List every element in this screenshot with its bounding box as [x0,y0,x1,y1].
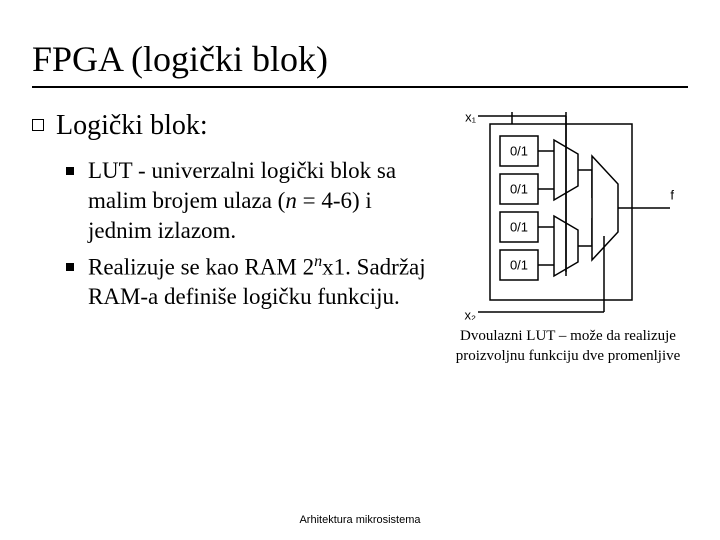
bullet-level2: Realizuje se kao RAM 2nx1. Sadržaj RAM-a… [66,252,440,312]
svg-text:0/1: 0/1 [510,181,528,196]
svg-text:x₁: x₁ [465,110,477,124]
svg-text:x₂: x₂ [464,307,476,320]
svg-text:0/1: 0/1 [510,143,528,158]
title-rule [32,86,688,88]
figure-column: x₁0/10/10/10/1fx₁x₁x₂ Dvoulazni LUT – mo… [448,110,688,367]
superscript-n: n [314,253,322,270]
bullet-text: Realizuje se kao RAM 2nx1. Sadržaj RAM-a… [88,252,440,312]
var-n: n [285,188,297,213]
slide-title: FPGA (logički blok) [32,20,688,80]
filled-square-icon [66,167,74,175]
svg-text:f: f [670,187,674,202]
text-fragment: Realizuje se kao RAM 2 [88,254,314,279]
lut-diagram: x₁0/10/10/10/1fx₁x₁x₂ [458,110,678,320]
slide-footer: Arhitektura mikrosistema [0,514,720,526]
bullet-level1: Logički blok: [32,110,440,142]
figure-caption: Dvoulazni LUT – može da realizuje proizv… [448,326,688,367]
bullet-text: LUT - univerzalni logički blok sa malim … [88,156,440,246]
content-row: Logički blok: LUT - univerzalni logički … [32,110,688,367]
text-column: Logički blok: LUT - univerzalni logički … [32,110,448,318]
bullet-text: Logički blok: [56,110,208,142]
svg-text:0/1: 0/1 [510,219,528,234]
sub-bullets: LUT - univerzalni logički blok sa malim … [66,156,440,312]
bullet-level2: LUT - univerzalni logički blok sa malim … [66,156,440,246]
svg-text:0/1: 0/1 [510,257,528,272]
filled-square-icon [66,263,74,271]
hollow-square-icon [32,119,44,131]
